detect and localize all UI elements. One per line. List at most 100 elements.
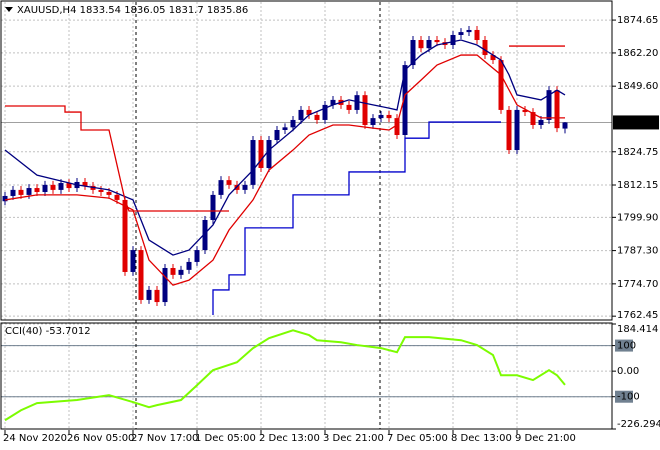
candle-body bbox=[106, 192, 112, 195]
y-tick-label: 1812.15 bbox=[617, 180, 658, 191]
candle-body bbox=[18, 189, 24, 195]
panel-frame bbox=[0, 0, 613, 321]
candle-body bbox=[42, 184, 48, 193]
candle-body bbox=[194, 250, 200, 262]
x-tick-label: 7 Dec 05:00 bbox=[387, 433, 448, 444]
candle-body bbox=[218, 180, 224, 195]
candle-body bbox=[26, 188, 32, 195]
x-tick-label: 8 Dec 13:00 bbox=[451, 433, 512, 444]
candle-body bbox=[362, 95, 368, 125]
y-tick-label: -226.2945 bbox=[617, 419, 660, 430]
candle-body bbox=[546, 90, 552, 120]
candle-body bbox=[410, 40, 416, 66]
x-tick-label: 2 Dec 13:00 bbox=[259, 433, 320, 444]
candle-body bbox=[242, 184, 248, 190]
indicator-line bbox=[5, 45, 565, 212]
candle-body bbox=[306, 109, 312, 115]
candle-body bbox=[98, 189, 104, 193]
candle-body bbox=[258, 140, 264, 168]
y-tick-label: 1799.90 bbox=[617, 212, 658, 223]
candle-body bbox=[474, 29, 480, 41]
candle-body bbox=[114, 194, 120, 200]
x-tick-label: 27 Nov 17:00 bbox=[131, 433, 198, 444]
y-tick-label: 1774.70 bbox=[617, 279, 658, 290]
candle-body bbox=[538, 119, 544, 125]
candle-body bbox=[490, 55, 496, 61]
symbol: XAUUSD,H4 bbox=[17, 5, 76, 16]
y-tick-label: 100 bbox=[617, 341, 636, 352]
y-tick-label: 1874.65 bbox=[617, 15, 658, 26]
candle-body bbox=[186, 261, 192, 270]
candle-body bbox=[346, 104, 352, 110]
y-tick-label: 0.00 bbox=[617, 366, 639, 377]
candle-body bbox=[50, 184, 56, 190]
candle-body bbox=[58, 183, 64, 190]
candle-body bbox=[370, 118, 376, 125]
chart-title: XAUUSD,H4 1833.54 1836.05 1831.7 1835.86 bbox=[17, 5, 248, 16]
candle-body bbox=[178, 269, 184, 275]
candle-body bbox=[354, 95, 360, 110]
candle-body bbox=[466, 29, 472, 33]
candle-body bbox=[562, 122, 568, 129]
candle-body bbox=[274, 129, 280, 141]
candle-body bbox=[250, 140, 256, 185]
price-label: 1835.86 bbox=[617, 117, 658, 128]
x-tick-label: 3 Dec 21:00 bbox=[323, 433, 384, 444]
y-tick-label: 1862.20 bbox=[617, 48, 658, 59]
x-tick-label: 26 Nov 05:00 bbox=[67, 433, 134, 444]
cci-name: CCI(40) bbox=[5, 326, 43, 337]
y-tick-label: 184.414 bbox=[617, 324, 658, 335]
menu-arrow bbox=[5, 7, 13, 12]
candle-body bbox=[162, 268, 168, 303]
level-label-box bbox=[615, 390, 633, 403]
cci-value: -53.7012 bbox=[46, 326, 91, 337]
cci-line bbox=[4, 329, 566, 422]
candle-body bbox=[330, 99, 336, 105]
plot-layer: 1874.65 1862.20 1849.60 1824.75 1812.15 1799.… bbox=[0, 0, 660, 434]
candle-body bbox=[426, 40, 432, 49]
candle-body bbox=[322, 104, 328, 120]
candle-body bbox=[210, 194, 216, 220]
candle-body bbox=[282, 127, 288, 130]
price-label-box bbox=[613, 115, 659, 130]
candle-body bbox=[202, 219, 208, 251]
candle-body bbox=[298, 109, 304, 120]
candle-body bbox=[402, 65, 408, 136]
candle-body bbox=[266, 140, 272, 168]
candle-body bbox=[66, 183, 72, 189]
candle-body bbox=[458, 32, 464, 35]
candle-body bbox=[226, 180, 232, 185]
y-tick-label: 1849.60 bbox=[617, 81, 658, 92]
candle-body bbox=[82, 181, 88, 186]
y-tick-label: 1762.45 bbox=[617, 310, 658, 321]
panel-frame bbox=[0, 322, 613, 430]
candle-body bbox=[10, 189, 16, 196]
candle-body bbox=[530, 112, 536, 125]
candle-body bbox=[146, 289, 152, 300]
candle-body bbox=[2, 195, 8, 202]
candle-body bbox=[514, 109, 520, 151]
candle-body bbox=[506, 109, 512, 151]
x-tick-label: 1 Dec 05:00 bbox=[195, 433, 256, 444]
candle-body bbox=[314, 114, 320, 120]
candle-body bbox=[386, 114, 392, 119]
last-high: 1836.05 bbox=[124, 5, 165, 16]
candle-body bbox=[154, 289, 160, 303]
indicator-line bbox=[212, 121, 501, 315]
candle-body bbox=[434, 40, 440, 43]
candle-body bbox=[34, 188, 40, 193]
indicator-line bbox=[4, 54, 565, 286]
x-tick-label: 24 Nov 2020 bbox=[3, 433, 67, 444]
candle-body bbox=[450, 34, 456, 46]
indicator-line bbox=[4, 39, 566, 256]
candle-body bbox=[170, 268, 176, 275]
candle-body bbox=[522, 109, 528, 113]
x-tick-label: 9 Dec 21:00 bbox=[515, 433, 576, 444]
candle-body bbox=[138, 250, 144, 300]
y-tick-label: 1787.30 bbox=[617, 246, 658, 257]
candle-body bbox=[290, 119, 296, 128]
candle-body bbox=[130, 250, 136, 272]
